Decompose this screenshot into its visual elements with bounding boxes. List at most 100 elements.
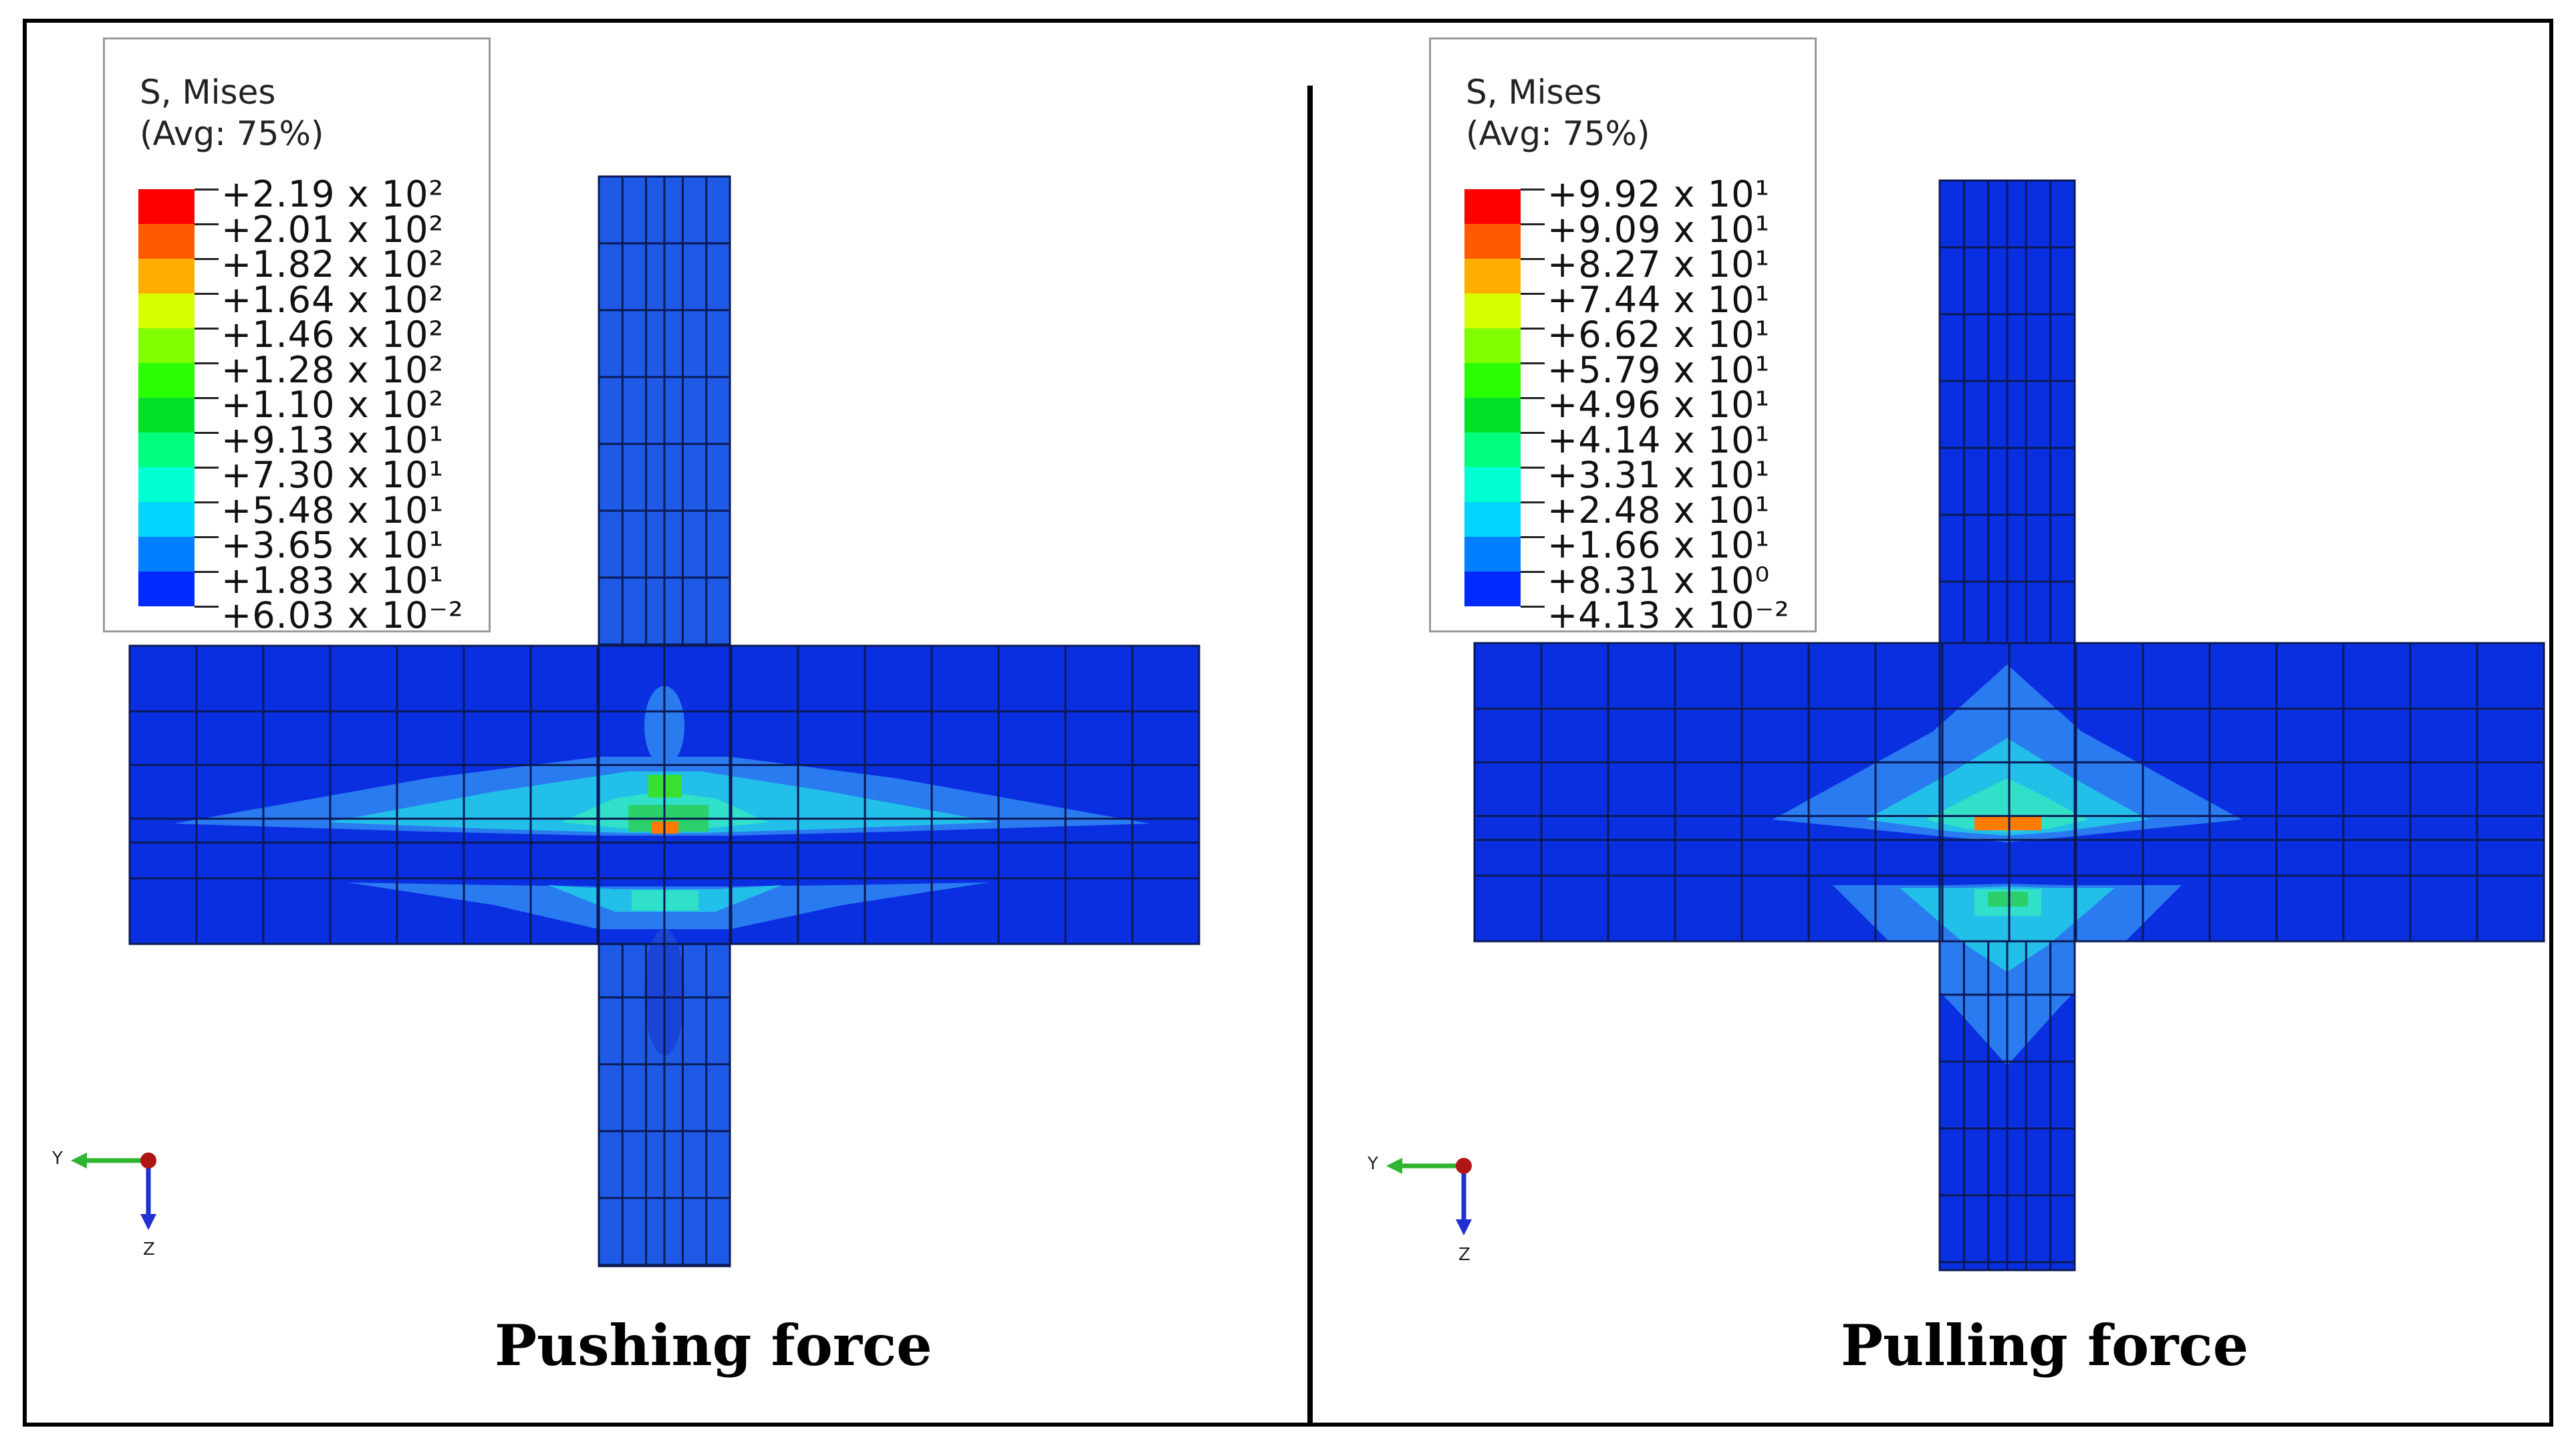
legend-value: +6.62 x 10¹ <box>1547 314 1771 356</box>
colorbar-swatch <box>1464 433 1521 467</box>
legend-tick <box>195 397 219 399</box>
axis-label-z: Z <box>1458 1245 1470 1265</box>
legend-tick <box>1521 258 1545 260</box>
legend-value: +7.44 x 10¹ <box>1547 278 1771 321</box>
legend-pulling: S, Mises (Avg: 75%) +9.92 x 10¹ +9.09 x … <box>1429 37 1817 636</box>
legend-tick <box>195 258 219 260</box>
legend-value: +2.48 x 10¹ <box>1547 489 1771 531</box>
legend-values-pushing: +2.19 x 10² +2.01 x 10² +1.82 x 10² +1.6… <box>221 173 464 636</box>
colorbar-swatch <box>138 328 195 363</box>
colorbar-swatch <box>138 189 195 224</box>
colorbar-swatch <box>138 363 195 398</box>
legend-value: +3.31 x 10¹ <box>1547 454 1771 496</box>
legend-value: +4.96 x 10¹ <box>1547 384 1771 426</box>
legend-title-line1: S, Mises <box>1466 73 1602 112</box>
colorbar-swatch <box>1464 502 1521 537</box>
legend-tick <box>195 189 219 191</box>
legend-value: +1.83 x 10¹ <box>221 559 444 602</box>
legend-value: +3.65 x 10¹ <box>221 524 444 566</box>
axis-label-y: Y <box>1368 1154 1378 1174</box>
legend-tick <box>1521 501 1545 503</box>
legend-value: +1.10 x 10² <box>221 384 444 426</box>
legend-value: +5.48 x 10¹ <box>221 489 444 531</box>
legend-value: +1.64 x 10² <box>221 278 444 321</box>
colorbar-swatch <box>1464 293 1521 328</box>
legend-tick <box>1521 606 1545 608</box>
figure-frame <box>23 19 2553 1427</box>
legend-value: +6.03 x 10⁻² <box>221 594 464 636</box>
legend-value: +1.66 x 10¹ <box>1547 524 1771 566</box>
legend-value: +7.30 x 10¹ <box>221 454 444 496</box>
legend-value: +5.79 x 10¹ <box>1547 348 1771 391</box>
legend-tick <box>1521 328 1545 330</box>
legend-value: +1.46 x 10² <box>221 314 444 356</box>
legend-tick <box>1521 397 1545 399</box>
legend-value: +2.19 x 10² <box>221 173 444 215</box>
panel-divider <box>1307 86 1313 1427</box>
colorbar-swatch <box>1464 537 1521 572</box>
legend-title-line2: (Avg: 75%) <box>140 114 324 153</box>
legend-tick <box>195 293 219 295</box>
panel-pushing: S, Mises (Avg: 75%) +2.19 x 10² +2.01 x … <box>27 23 1307 1423</box>
colorbar-swatch <box>1464 259 1521 293</box>
legend-tick <box>195 328 219 330</box>
fem-contour-pushing <box>128 175 1200 1267</box>
colorbar-pulling <box>1464 189 1521 606</box>
legend-tick <box>195 571 219 573</box>
colorbar-swatch <box>138 293 195 328</box>
colorbar-swatch <box>138 259 195 293</box>
legend-tick <box>1521 189 1545 191</box>
legend-tick <box>1521 293 1545 295</box>
legend-tick <box>195 536 219 538</box>
colorbar-swatch <box>1464 572 1521 606</box>
legend-value: +2.01 x 10² <box>221 208 444 251</box>
axis-triad-pulling: Y Z <box>1366 1151 1487 1285</box>
legend-tick <box>1521 536 1545 538</box>
colorbar-swatch <box>138 572 195 606</box>
legend-tick <box>1521 571 1545 573</box>
legend-value: +9.92 x 10¹ <box>1547 173 1771 215</box>
legend-tick <box>195 501 219 503</box>
legend-pushing: S, Mises (Avg: 75%) +2.19 x 10² +2.01 x … <box>103 37 491 636</box>
legend-tick <box>1521 362 1545 364</box>
colorbar-swatch <box>138 398 195 433</box>
colorbar-swatch <box>138 433 195 467</box>
legend-values-pulling: +9.92 x 10¹ +9.09 x 10¹ +8.27 x 10¹ +7.4… <box>1547 173 1790 636</box>
legend-tick <box>195 432 219 434</box>
legend-title: S, Mises (Avg: 75%) <box>1466 72 1650 154</box>
colorbar-swatch <box>1464 398 1521 433</box>
caption-pushing: Pushing force <box>495 1312 932 1378</box>
axis-label-y: Y <box>52 1149 63 1169</box>
legend-value: +9.09 x 10¹ <box>1547 208 1771 251</box>
axis-triad-pushing: Y Z <box>51 1146 171 1280</box>
legend-title-line2: (Avg: 75%) <box>1466 114 1650 153</box>
legend-value: +4.13 x 10⁻² <box>1547 594 1790 636</box>
colorbar-swatch <box>1464 224 1521 259</box>
legend-value: +4.14 x 10¹ <box>1547 418 1771 461</box>
caption-pulling: Pulling force <box>1841 1312 2249 1378</box>
colorbar-swatch <box>138 502 195 537</box>
legend-tick <box>1521 467 1545 469</box>
fem-contour-pulling <box>1473 179 2545 1272</box>
legend-value: +8.27 x 10¹ <box>1547 243 1771 285</box>
colorbar-swatch <box>138 224 195 259</box>
legend-title: S, Mises (Avg: 75%) <box>140 72 324 154</box>
legend-value: +1.82 x 10² <box>221 243 444 285</box>
legend-value: +9.13 x 10¹ <box>221 418 444 461</box>
legend-tick <box>1521 223 1545 225</box>
legend-tick <box>195 467 219 469</box>
colorbar-swatch <box>1464 328 1521 363</box>
axis-label-z: Z <box>143 1239 155 1259</box>
colorbar-swatch <box>1464 363 1521 398</box>
legend-tick <box>1521 432 1545 434</box>
legend-tick <box>195 223 219 225</box>
legend-tick <box>195 606 219 608</box>
colorbar-swatch <box>1464 189 1521 224</box>
legend-title-line1: S, Mises <box>140 73 276 112</box>
legend-tick <box>195 362 219 364</box>
colorbar-pushing <box>138 189 195 606</box>
colorbar-swatch <box>1464 467 1521 502</box>
colorbar-swatch <box>138 537 195 572</box>
legend-value: +8.31 x 10⁰ <box>1547 559 1771 602</box>
colorbar-swatch <box>138 467 195 502</box>
